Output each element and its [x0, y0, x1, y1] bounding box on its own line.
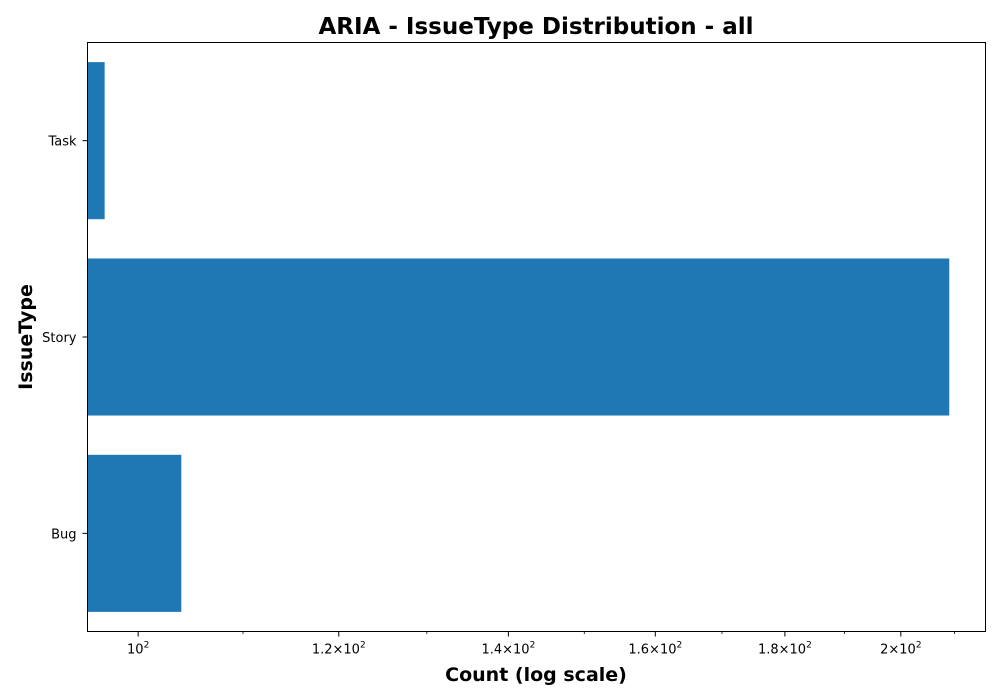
- x-tick-label: 1.6×102: [628, 641, 682, 658]
- x-axis-label: Count (log scale): [445, 664, 627, 686]
- bar-task: [87, 62, 105, 220]
- y-tick-label-story: Story: [42, 331, 77, 346]
- x-tick-label: 1.4×102: [481, 641, 535, 658]
- chart-title: ARIA - IssueType Distribution - all: [319, 14, 754, 40]
- bars-group: [87, 62, 950, 612]
- y-tick-label-task: Task: [47, 135, 77, 150]
- y-tick-label-bug: Bug: [51, 527, 76, 542]
- x-tick-label: 1.8×102: [758, 641, 812, 658]
- x-tick-label: 1.2×102: [312, 641, 366, 658]
- x-tick-label: 2×102: [880, 641, 921, 658]
- y-axis-ticks: Bug Story Task: [42, 135, 88, 542]
- x-tick-label: 102: [127, 641, 149, 658]
- bar-bug: [87, 454, 182, 612]
- bar-story: [87, 258, 950, 416]
- x-axis-ticks: 102 1.2×102 1.4×102 1.6×102 1.8×102 2×102: [127, 631, 955, 658]
- y-axis-label: IssueType: [15, 284, 37, 390]
